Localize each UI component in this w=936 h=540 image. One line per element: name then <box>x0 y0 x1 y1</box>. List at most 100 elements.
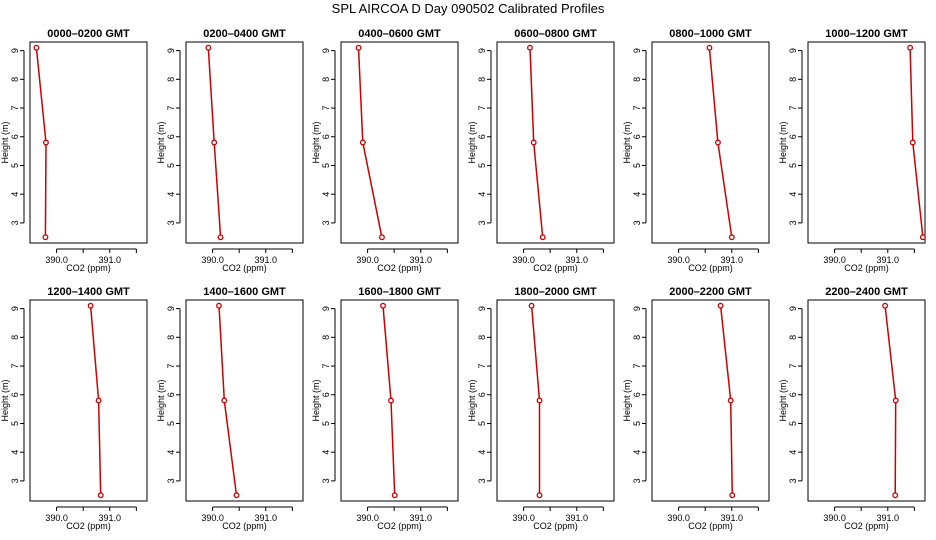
x-tick-label: 391.0 <box>410 255 433 265</box>
data-point <box>729 492 736 499</box>
x-axis-label: CO2 (ppm) <box>377 521 422 531</box>
y-tick-label: 3 <box>477 220 487 225</box>
data-point <box>221 397 228 404</box>
data-point <box>706 44 713 51</box>
y-axis-label: Height (m) <box>0 121 10 163</box>
x-axis-label: CO2 (ppm) <box>533 263 578 273</box>
y-axis-label: Height (m) <box>467 121 477 163</box>
x-tick-label: 390.0 <box>667 513 690 523</box>
y-tick-label: 5 <box>477 421 487 426</box>
data-point <box>388 397 394 404</box>
x-tick-label: 391.0 <box>566 513 589 523</box>
plot-frame <box>496 299 615 502</box>
y-tick-label: 5 <box>632 163 642 168</box>
panel-title: 0400–0600 GMT <box>358 28 441 40</box>
x-tick-label: 391.0 <box>721 513 744 523</box>
y-tick-label: 5 <box>632 421 642 426</box>
y-tick-label: 7 <box>788 106 798 111</box>
data-point <box>728 234 735 241</box>
y-tick-label: 3 <box>788 478 798 483</box>
data-point <box>717 302 724 309</box>
panel-title: 1800–2000 GMT <box>514 286 597 298</box>
plot-frame <box>29 299 148 502</box>
x-tick-label: 390.0 <box>201 255 224 265</box>
y-tick-label: 9 <box>788 306 798 311</box>
panel-title: 0800–1000 GMT <box>669 28 752 40</box>
data-point <box>530 139 537 146</box>
data-point <box>233 492 240 499</box>
y-tick-label: 8 <box>788 77 798 82</box>
y-tick-label: 4 <box>321 450 331 455</box>
y-tick-label: 6 <box>10 392 20 397</box>
y-tick-label: 8 <box>10 335 20 340</box>
y-tick-label: 6 <box>321 392 331 397</box>
x-tick-label: 391.0 <box>877 513 900 523</box>
x-tick-label: 391.0 <box>99 255 122 265</box>
panel-title: 0000–0200 GMT <box>47 28 130 40</box>
y-tick-label: 3 <box>632 220 642 225</box>
plot-frame <box>651 41 770 244</box>
plot-frame <box>185 299 304 502</box>
x-axis-label: CO2 (ppm) <box>222 263 267 273</box>
y-tick-label: 3 <box>321 220 331 225</box>
x-tick-label: 391.0 <box>410 513 433 523</box>
panel-title: 2200–2400 GMT <box>825 286 908 298</box>
x-tick-label: 390.0 <box>823 513 846 523</box>
y-tick-label: 4 <box>477 450 487 455</box>
panel-title: 0200–0400 GMT <box>203 28 286 40</box>
y-tick-label: 3 <box>166 478 176 483</box>
y-tick-label: 5 <box>10 421 20 426</box>
y-axis-label: Height (m) <box>0 379 10 421</box>
data-point <box>907 44 914 51</box>
y-tick-label: 4 <box>632 192 642 197</box>
y-tick-label: 5 <box>321 163 331 168</box>
y-tick-label: 4 <box>788 192 798 197</box>
y-tick-label: 8 <box>321 77 331 82</box>
y-tick-label: 5 <box>321 421 331 426</box>
data-point <box>727 397 734 404</box>
y-tick-label: 6 <box>788 134 798 139</box>
y-tick-label: 8 <box>477 335 487 340</box>
x-tick-label: 390.0 <box>356 255 379 265</box>
y-tick-label: 3 <box>166 220 176 225</box>
y-tick-label: 4 <box>632 450 642 455</box>
y-tick-label: 4 <box>166 450 176 455</box>
y-tick-label: 3 <box>321 478 331 483</box>
x-tick-label: 390.0 <box>45 255 68 265</box>
y-tick-label: 8 <box>788 335 798 340</box>
y-tick-label: 4 <box>10 192 20 197</box>
y-tick-label: 4 <box>477 192 487 197</box>
y-tick-label: 9 <box>632 306 642 311</box>
data-point <box>95 397 102 404</box>
data-point <box>205 44 212 51</box>
x-tick-label: 390.0 <box>667 255 690 265</box>
data-point <box>211 139 218 146</box>
y-tick-label: 4 <box>788 450 798 455</box>
panel-title: 1200–1400 GMT <box>47 286 130 298</box>
x-tick-label: 391.0 <box>255 255 278 265</box>
y-tick-label: 9 <box>632 48 642 53</box>
y-tick-label: 6 <box>321 134 331 139</box>
y-tick-label: 9 <box>788 48 798 53</box>
y-tick-label: 3 <box>788 220 798 225</box>
y-tick-label: 8 <box>321 335 331 340</box>
data-point <box>536 492 543 499</box>
data-point <box>97 492 104 499</box>
y-tick-label: 3 <box>632 478 642 483</box>
y-tick-label: 7 <box>632 106 642 111</box>
y-axis-label: Height (m) <box>778 379 788 421</box>
data-point <box>909 139 916 146</box>
figure-title: SPL AIRCOA D Day 090502 Calibrated Profi… <box>331 1 605 16</box>
y-tick-label: 7 <box>10 364 20 369</box>
y-tick-label: 9 <box>10 306 20 311</box>
y-tick-label: 4 <box>10 450 20 455</box>
plot-frame <box>807 41 926 244</box>
y-tick-label: 6 <box>477 134 487 139</box>
y-tick-label: 9 <box>477 306 487 311</box>
y-tick-label: 6 <box>10 134 20 139</box>
data-point <box>528 302 535 309</box>
